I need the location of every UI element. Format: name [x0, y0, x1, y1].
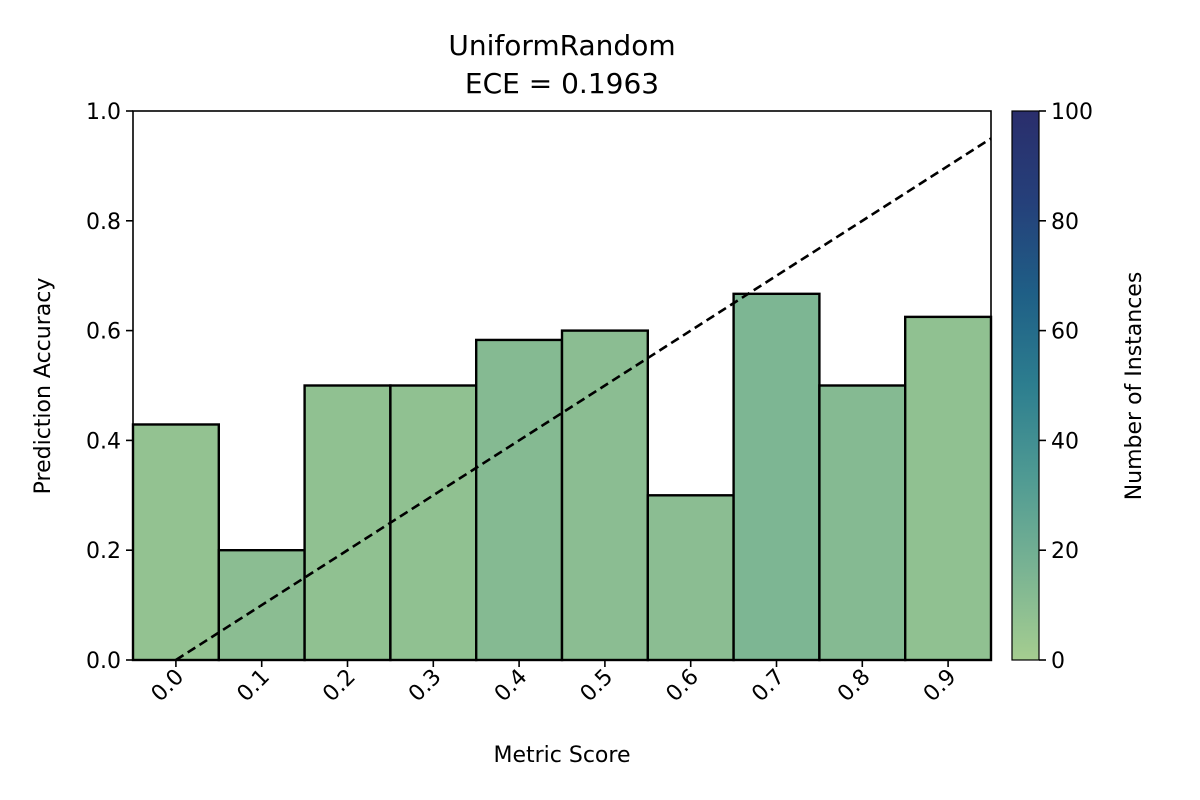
y-tick-label: 0.8: [86, 210, 121, 235]
x-tick-label: 0.9: [919, 665, 961, 707]
colorbar-tick-label: 60: [1051, 320, 1079, 345]
x-tick-label: 0.4: [490, 665, 532, 707]
bar-0.3: [389, 384, 478, 662]
chart-subtitle: ECE = 0.1963: [465, 67, 659, 100]
bar-0.8: [818, 384, 907, 662]
colorbar-tick-label: 40: [1051, 429, 1079, 454]
x-tick-label: 0.8: [833, 665, 875, 707]
x-axis-label: Metric Score: [493, 743, 630, 768]
y-tick-label: 1.0: [86, 100, 121, 125]
bar-0.9: [904, 315, 993, 662]
chart-title: UniformRandom: [448, 29, 675, 62]
y-tick-label: 0.6: [86, 320, 121, 345]
bar-0.5: [560, 329, 650, 662]
y-tick-label: 0.4: [86, 429, 121, 454]
x-tick-label: 0.6: [662, 665, 704, 707]
x-axis: 0.0 0.1 0.2 0.3 0.4 0.5 0.6 0.7 0.8 0.9: [147, 660, 961, 707]
plot-frame: [132, 110, 992, 661]
colorbar-label: Number of Instances: [1122, 272, 1147, 501]
bar-0.0: [131, 423, 221, 662]
x-tick-label: 0.2: [318, 665, 360, 707]
x-tick-label: 0.7: [747, 665, 789, 707]
y-tick-label: 0.0: [86, 649, 121, 674]
bar-0.6: [646, 494, 735, 662]
colorbar-tick-label: 100: [1051, 100, 1093, 125]
bar-0.4: [475, 338, 564, 662]
colorbar-tick-label: 20: [1051, 539, 1079, 564]
diagonal-layer: [175, 137, 992, 662]
x-tick-label: 0.3: [404, 665, 446, 707]
x-tick-label: 0.1: [233, 665, 275, 707]
x-tick-label: 0.5: [576, 665, 618, 707]
colorbar-tick-label: 0: [1051, 649, 1065, 674]
y-axis-label: Prediction Accuracy: [31, 278, 56, 495]
colorbar: [1011, 110, 1040, 661]
y-axis: 0.0 0.2 0.4 0.6 0.8 1.0: [86, 100, 133, 674]
x-tick-label: 0.0: [147, 665, 189, 707]
bar-0.2: [303, 384, 392, 662]
colorbar-tick-label: 80: [1051, 210, 1079, 235]
y-tick-label: 0.2: [86, 539, 121, 564]
bar-0.7: [732, 292, 821, 662]
perfect-calibration-line: [175, 137, 992, 662]
colorbar-axis: 0 20 40 60 80 100: [1039, 100, 1093, 674]
